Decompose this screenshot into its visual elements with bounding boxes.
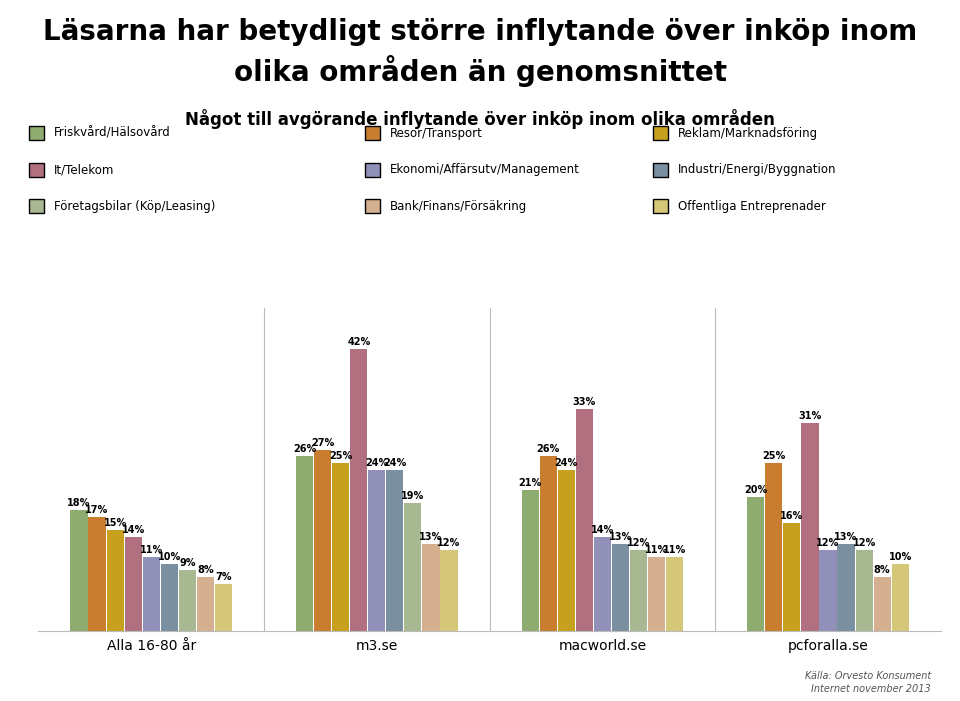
Text: Resor/Transport: Resor/Transport [390,127,483,139]
Bar [594,537,611,631]
Text: 26%: 26% [537,444,560,454]
Text: 11%: 11% [139,545,163,555]
Bar [107,530,124,631]
Text: 14%: 14% [590,525,614,535]
Text: 17%: 17% [85,505,108,515]
Bar [521,490,539,631]
Bar [576,409,593,631]
Bar [332,463,349,631]
Text: Ekonomi/Affärsutv/Management: Ekonomi/Affärsutv/Management [390,163,580,176]
Bar [422,543,440,631]
Text: Offentliga Entreprenader: Offentliga Entreprenader [678,200,826,212]
Bar [197,577,214,631]
Text: 13%: 13% [609,531,632,542]
Bar [837,543,854,631]
Bar [820,550,836,631]
Bar [540,456,557,631]
Text: 12%: 12% [627,538,650,548]
Text: 11%: 11% [663,545,686,555]
Bar [70,510,87,631]
Bar [892,564,909,631]
Bar [765,463,782,631]
Bar [666,557,684,631]
Text: 7%: 7% [215,572,231,582]
Bar [215,584,232,631]
Text: 24%: 24% [383,458,406,468]
Text: 9%: 9% [180,559,196,569]
Text: 13%: 13% [420,531,443,542]
Text: Företagsbilar (Köp/Leasing): Företagsbilar (Köp/Leasing) [54,200,215,212]
Text: 19%: 19% [401,491,424,501]
Text: It/Telekom: It/Telekom [54,163,114,176]
Bar [350,348,368,631]
Bar [386,470,403,631]
Text: 24%: 24% [365,458,389,468]
Text: 16%: 16% [780,512,804,522]
Bar [802,423,819,631]
Bar [630,550,647,631]
Bar [441,550,458,631]
Text: Något till avgörande inflytande över inköp inom olika områden: Något till avgörande inflytande över ink… [185,109,775,129]
Text: 25%: 25% [762,451,785,461]
Text: 12%: 12% [438,538,461,548]
Bar [783,524,801,631]
Bar [874,577,891,631]
Bar [88,517,106,631]
Bar [855,550,873,631]
Bar [404,503,421,631]
Bar [160,564,178,631]
Text: 18%: 18% [67,498,90,508]
Bar [747,496,764,631]
Bar [369,470,385,631]
Text: 25%: 25% [329,451,352,461]
Text: 12%: 12% [852,538,876,548]
Text: Industri/Energi/Byggnation: Industri/Energi/Byggnation [678,163,836,176]
Text: Källa: Orvesto Konsument
Internet november 2013: Källa: Orvesto Konsument Internet novemb… [804,671,931,694]
Bar [179,571,196,631]
Text: Läsarna har betydligt större inflytande över inköp inom
olika områden än genomsn: Läsarna har betydligt större inflytande … [43,18,917,87]
Text: 11%: 11% [645,545,668,555]
Text: 13%: 13% [834,531,857,542]
Text: 33%: 33% [573,397,596,407]
Text: 10%: 10% [157,552,180,562]
Bar [314,449,331,631]
Text: 8%: 8% [197,565,214,575]
Text: 31%: 31% [799,411,822,421]
Text: 15%: 15% [104,518,127,528]
Text: 42%: 42% [348,336,371,347]
Bar [558,470,575,631]
Bar [125,537,142,631]
Text: 10%: 10% [889,552,912,562]
Text: 12%: 12% [816,538,840,548]
Text: Bank/Finans/Försäkring: Bank/Finans/Försäkring [390,200,527,212]
Bar [296,456,313,631]
Text: 27%: 27% [311,437,334,447]
Text: 8%: 8% [874,565,891,575]
Text: Reklam/Marknadsföring: Reklam/Marknadsföring [678,127,818,139]
Text: 20%: 20% [744,484,767,494]
Bar [648,557,665,631]
Text: 14%: 14% [122,525,145,535]
Text: 24%: 24% [555,458,578,468]
Bar [143,557,159,631]
Bar [612,543,629,631]
Text: 21%: 21% [518,478,541,488]
Text: 26%: 26% [293,444,316,454]
Text: Friskvård/Hälsovård: Friskvård/Hälsovård [54,127,171,139]
